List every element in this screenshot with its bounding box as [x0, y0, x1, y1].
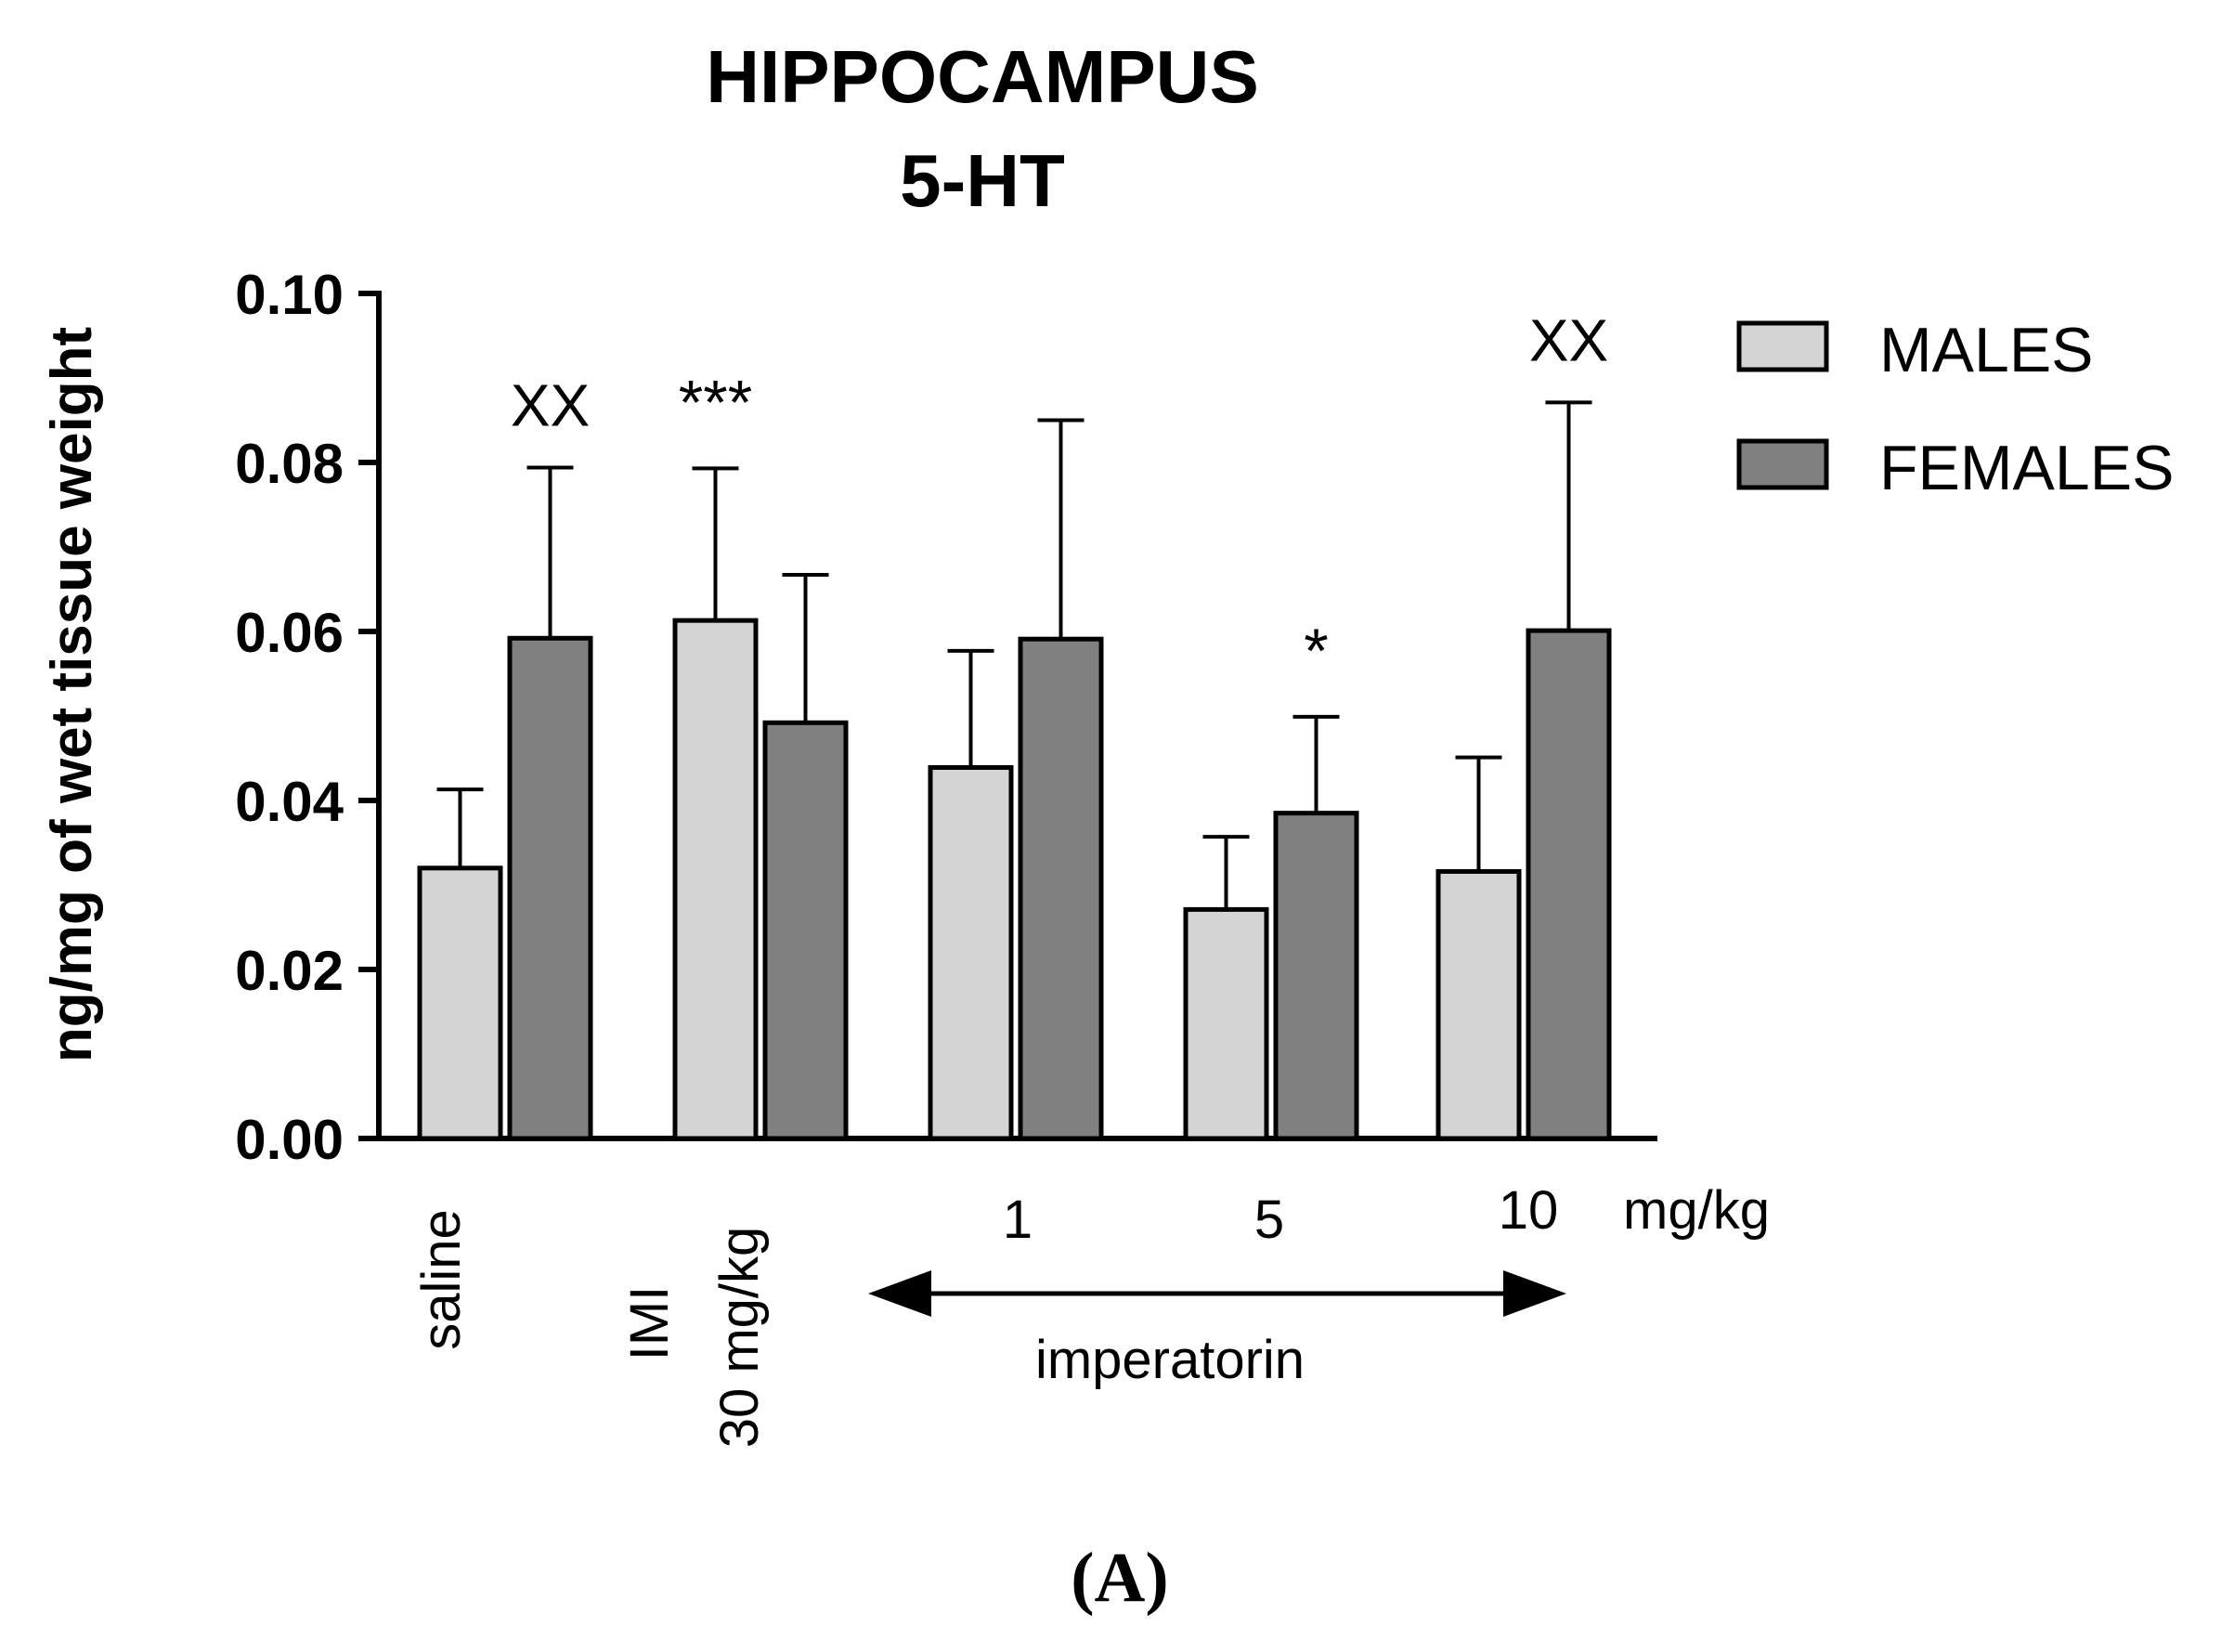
bar-males-4	[1435, 868, 1522, 1141]
bar-females-2	[1018, 636, 1104, 1141]
bar-females-0	[507, 635, 593, 1141]
imperatorin-arrow-right-head	[1503, 1270, 1566, 1317]
legend-label-females: FEMALES	[1879, 433, 2174, 503]
significance-annotation: ***	[679, 367, 752, 437]
bars	[417, 618, 1612, 1141]
significance-annotation: XX	[1529, 306, 1608, 373]
legend-swatch-males	[1736, 320, 1829, 372]
y-tick-label: 0.00	[235, 1109, 344, 1171]
significance-annotations: XX ****XX	[511, 306, 1608, 686]
bar-females-1	[762, 720, 849, 1141]
legend-swatch-females	[1736, 438, 1829, 490]
y-tick-label: 0.08	[235, 433, 344, 495]
chart-title-line1: HIPPOCAMPUS	[706, 35, 1259, 118]
legend-label-males: MALES	[1879, 315, 2094, 385]
panel-label: (A)	[1071, 1539, 1169, 1617]
x-label-dose-1: 1	[1003, 1190, 1033, 1250]
y-axis-label: ng/mg of wet tissue weight	[40, 327, 104, 1062]
imperatorin-arrow-left-head	[868, 1270, 931, 1317]
bar-males-3	[1183, 906, 1269, 1141]
error-bars	[436, 400, 1592, 910]
significance-annotation: XX	[511, 371, 590, 438]
bar-males-0	[417, 865, 503, 1141]
imperatorin-label: imperatorin	[1035, 1330, 1305, 1390]
bar-females-4	[1526, 628, 1612, 1141]
x-label-dose-5: 5	[1254, 1190, 1284, 1250]
y-axis: 0.00 0.02 0.04 0.06 0.08 0.10	[235, 264, 1657, 1171]
x-label-imi-dose: 30 mg/kg	[709, 1227, 770, 1449]
y-tick-label: 0.06	[235, 602, 344, 664]
bar-females-3	[1273, 811, 1359, 1141]
x-label-saline: saline	[411, 1209, 472, 1350]
y-tick-label: 0.04	[235, 771, 344, 833]
y-tick-label: 0.10	[235, 264, 344, 326]
bar-males-2	[928, 765, 1014, 1141]
x-label-dose-10: 10	[1499, 1180, 1559, 1241]
x-label-imi: IMI	[619, 1286, 680, 1361]
y-tick-label: 0.02	[235, 940, 344, 1002]
significance-annotation: *	[1304, 616, 1328, 686]
bar-males-1	[672, 618, 759, 1141]
chart-title-line2: 5-HT	[900, 139, 1065, 222]
x-label-unit: mg/kg	[1623, 1180, 1770, 1241]
